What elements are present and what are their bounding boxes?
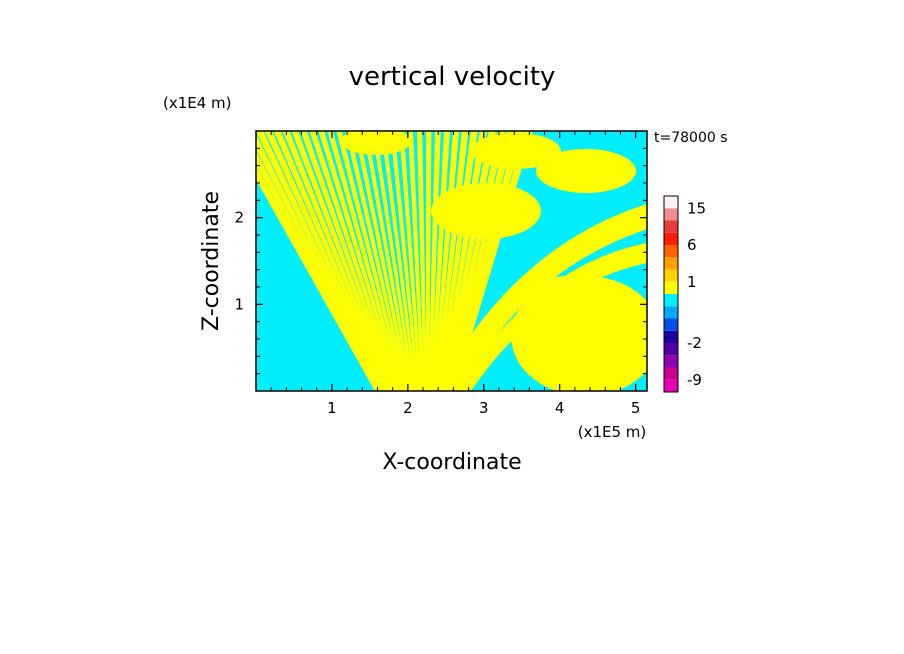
colorbar-frame [663, 195, 679, 393]
x-tick-label: 5 [631, 399, 641, 417]
colorbar-swatch [664, 257, 678, 270]
positive-band [456, 242, 647, 391]
positive-stripe [264, 131, 388, 391]
positive-stripe [372, 131, 416, 391]
positive-stripe [256, 131, 386, 391]
y-tick-label: 1 [234, 295, 244, 313]
plot-area [255, 130, 648, 392]
positive-stripe [318, 131, 402, 391]
colorbar-swatch [664, 294, 678, 307]
colorbar: -9 -2 1 6 15 [663, 195, 706, 393]
positive-stripe [408, 131, 425, 391]
x-axis: 1 2 3 4 5 [270, 131, 641, 417]
colorbar-label: -2 [687, 334, 702, 352]
colorbar-swatch [664, 367, 678, 380]
x-tick-label: 1 [327, 399, 337, 417]
colorbar-swatch [664, 379, 678, 392]
positive-stripe [390, 131, 420, 391]
colorbar-swatch [664, 330, 678, 343]
positive-stripe [381, 131, 418, 391]
colorbar-swatch [664, 196, 678, 209]
colorbar-swatch [664, 306, 678, 319]
colorbar-label: 6 [687, 236, 697, 254]
colorbar-swatch [664, 355, 678, 368]
positive-stripe [428, 131, 441, 391]
positive-stripe [399, 131, 423, 391]
positive-stripe [336, 131, 406, 391]
colorbar-label: 15 [687, 199, 706, 217]
x-tick-label: 4 [555, 399, 565, 417]
x-tick-label: 3 [479, 399, 489, 417]
colorbar-swatch [664, 281, 678, 294]
positive-region [536, 149, 636, 193]
colorbar-swatch [664, 245, 678, 258]
positive-stripe [327, 131, 404, 391]
positive-region [431, 183, 541, 239]
positive-region [341, 131, 411, 155]
x-tick-label: 2 [403, 399, 413, 417]
time-label: t=78000 s [654, 130, 728, 146]
positive-region [471, 133, 561, 169]
y-axis: 12 [234, 147, 647, 375]
positive-stripe [417, 131, 427, 391]
plot-frame [255, 130, 648, 392]
positive-stripe [363, 131, 413, 391]
y-scale-label: (x1E4 m) [163, 94, 232, 112]
positive-stripe [345, 131, 409, 391]
positive-stripe [273, 131, 390, 391]
positive-stripe [426, 131, 432, 391]
colorbar-label: -9 [687, 371, 702, 389]
colorbar-swatch [664, 208, 678, 221]
colorbar-swatch [664, 232, 678, 245]
y-tick-label: 2 [234, 209, 244, 227]
positive-stripe [291, 131, 395, 391]
colorbar-label: 1 [687, 273, 697, 291]
colorbar-swatch [664, 318, 678, 331]
positive-stripe [354, 131, 411, 391]
chart-title: vertical velocity [349, 62, 556, 92]
y-axis-label: Z-coordinate [199, 191, 224, 331]
colorbar-swatch [664, 269, 678, 282]
colorbar-swatch [664, 343, 678, 356]
x-scale-label: (x1E5 m) [578, 423, 647, 441]
positive-stripe [309, 131, 399, 391]
positive-stripe [300, 131, 397, 391]
positive-band [436, 204, 647, 391]
field-stripes [256, 131, 647, 391]
x-axis-label: X-coordinate [382, 450, 521, 475]
colorbar-swatch [664, 220, 678, 233]
positive-stripe [282, 131, 393, 391]
